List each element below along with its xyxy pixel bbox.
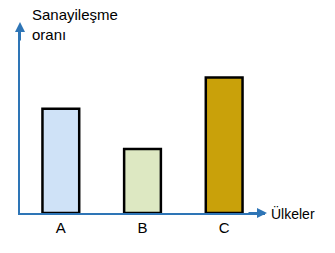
- svg-text:C: C: [219, 219, 230, 236]
- svg-text:B: B: [137, 219, 147, 236]
- svg-text:A: A: [56, 219, 66, 236]
- svg-text:Sanayileşmeoranı: Sanayileşmeoranı: [32, 6, 118, 43]
- svg-text:Ülkeler: Ülkeler: [271, 205, 315, 222]
